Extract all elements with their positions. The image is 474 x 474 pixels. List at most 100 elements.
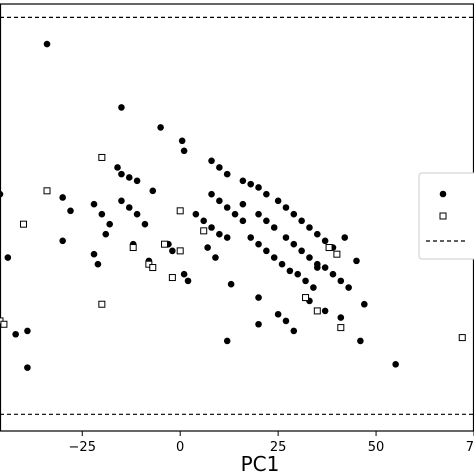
series-1-point-60	[290, 210, 298, 218]
x-axis-label: PC1	[241, 452, 280, 474]
series-1-point-96	[361, 300, 368, 308]
series-1-point-43	[192, 210, 200, 218]
series-1-point-14	[98, 210, 106, 218]
series-1-point-64	[321, 237, 329, 245]
legend-box	[418, 172, 474, 260]
series-1-point-4	[178, 137, 186, 145]
series-1-point-39	[216, 197, 223, 205]
series-1-point-70	[278, 260, 286, 268]
series-1-point-79	[290, 240, 298, 248]
series-1-point-85	[337, 277, 345, 285]
series-2-point-2	[43, 187, 51, 195]
series-1-point-21	[125, 174, 133, 181]
series-1-point-45	[208, 224, 215, 231]
series-1-point-18	[102, 230, 110, 238]
series-2-point-18	[458, 334, 466, 342]
series-1-point-77	[270, 224, 278, 231]
series-2-point-7	[161, 240, 169, 248]
series-1-point-89	[282, 317, 290, 325]
series-1-point-34	[180, 147, 188, 155]
series-1-point-66	[247, 234, 255, 241]
series-1-point-61	[298, 217, 305, 225]
series-1-point-42	[239, 217, 247, 225]
series-1-point-23	[118, 197, 125, 205]
series-1-point-62	[306, 224, 313, 231]
series-1-point-54	[239, 177, 247, 185]
series-2-point-3	[20, 220, 28, 228]
series-2-point-14	[333, 250, 341, 258]
x-tick-label-3: 25	[270, 440, 287, 455]
series-1-point-44	[200, 217, 208, 225]
series-1-point-1	[43, 40, 51, 48]
reference-lines	[0, 16, 474, 415]
series-1-point-13	[90, 200, 98, 208]
series-1-point-51	[227, 280, 235, 288]
series-1-point-47	[223, 234, 231, 241]
series-1-point-37	[223, 170, 231, 178]
legend	[418, 172, 474, 260]
series-1-point-69	[270, 254, 278, 261]
series-1-point-57	[263, 190, 270, 198]
series-1-point-35	[208, 157, 215, 165]
series-1-point-6	[4, 254, 12, 261]
series-1-point-88	[274, 310, 282, 318]
series-1-point-97	[357, 337, 364, 345]
series-1-point-31	[184, 277, 192, 285]
series-1-point-40	[223, 204, 231, 211]
series-1-point-94	[314, 264, 321, 271]
data-points	[0, 40, 466, 371]
x-tick-label-4: 50	[368, 440, 385, 455]
series-1-point-5	[0, 190, 4, 198]
series-1-point-3	[157, 124, 164, 131]
series-1-point-7	[12, 330, 19, 338]
series-1-point-68	[263, 247, 270, 255]
series-1-point-74	[310, 284, 317, 291]
series-2-point-17	[337, 324, 345, 332]
series-1-point-17	[94, 260, 102, 268]
series-1-point-59	[282, 204, 290, 211]
series-1-point-2	[118, 104, 125, 111]
series-1-point-58	[274, 197, 282, 205]
series-1-point-63	[314, 230, 321, 238]
series-1-point-84	[329, 270, 337, 278]
series-1-point-46	[216, 230, 223, 238]
series-1-point-86	[345, 284, 352, 291]
series-1-point-11	[67, 207, 74, 215]
x-tick-label-5: 75	[466, 440, 474, 455]
series-1-point-99	[341, 234, 349, 241]
series-1-point-36	[216, 164, 223, 171]
series-2-point-1	[98, 153, 106, 161]
series-1-point-27	[149, 187, 157, 195]
series-2-point-11	[200, 227, 208, 235]
series-1-point-41	[231, 210, 239, 218]
series-2-point-8	[176, 247, 184, 255]
series-1-point-50	[212, 254, 219, 261]
series-2-point-15	[302, 294, 310, 302]
series-1-point-72	[294, 270, 302, 278]
series-1-point-56	[255, 184, 262, 191]
series-1-point-55	[247, 180, 255, 188]
series-1-point-25	[133, 210, 141, 218]
series-1-point-98	[392, 360, 399, 368]
series-1-point-80	[298, 247, 305, 255]
series-1-point-83	[321, 264, 329, 271]
series-1-point-38	[208, 190, 215, 198]
series-1-point-29	[169, 247, 176, 255]
series-1-point-12	[59, 237, 66, 245]
series-1-point-48	[239, 200, 247, 208]
series-2-point-16	[313, 307, 321, 315]
series-1-point-15	[106, 220, 113, 228]
series-1-point-22	[133, 177, 141, 185]
x-tick-label-2: 0	[176, 440, 184, 455]
legend-marker-filled-circle	[439, 190, 447, 198]
series-2-point-9	[168, 274, 176, 282]
series-1-point-92	[321, 307, 329, 315]
series-2-point-10	[176, 207, 184, 215]
series-1-point-9	[24, 327, 31, 335]
legend-marker-open-square	[439, 212, 447, 220]
x-tick-label-1: −25	[69, 440, 96, 455]
series-1-point-24	[125, 204, 133, 211]
series-1-point-8	[24, 364, 31, 371]
series-2-point-12	[98, 300, 106, 308]
